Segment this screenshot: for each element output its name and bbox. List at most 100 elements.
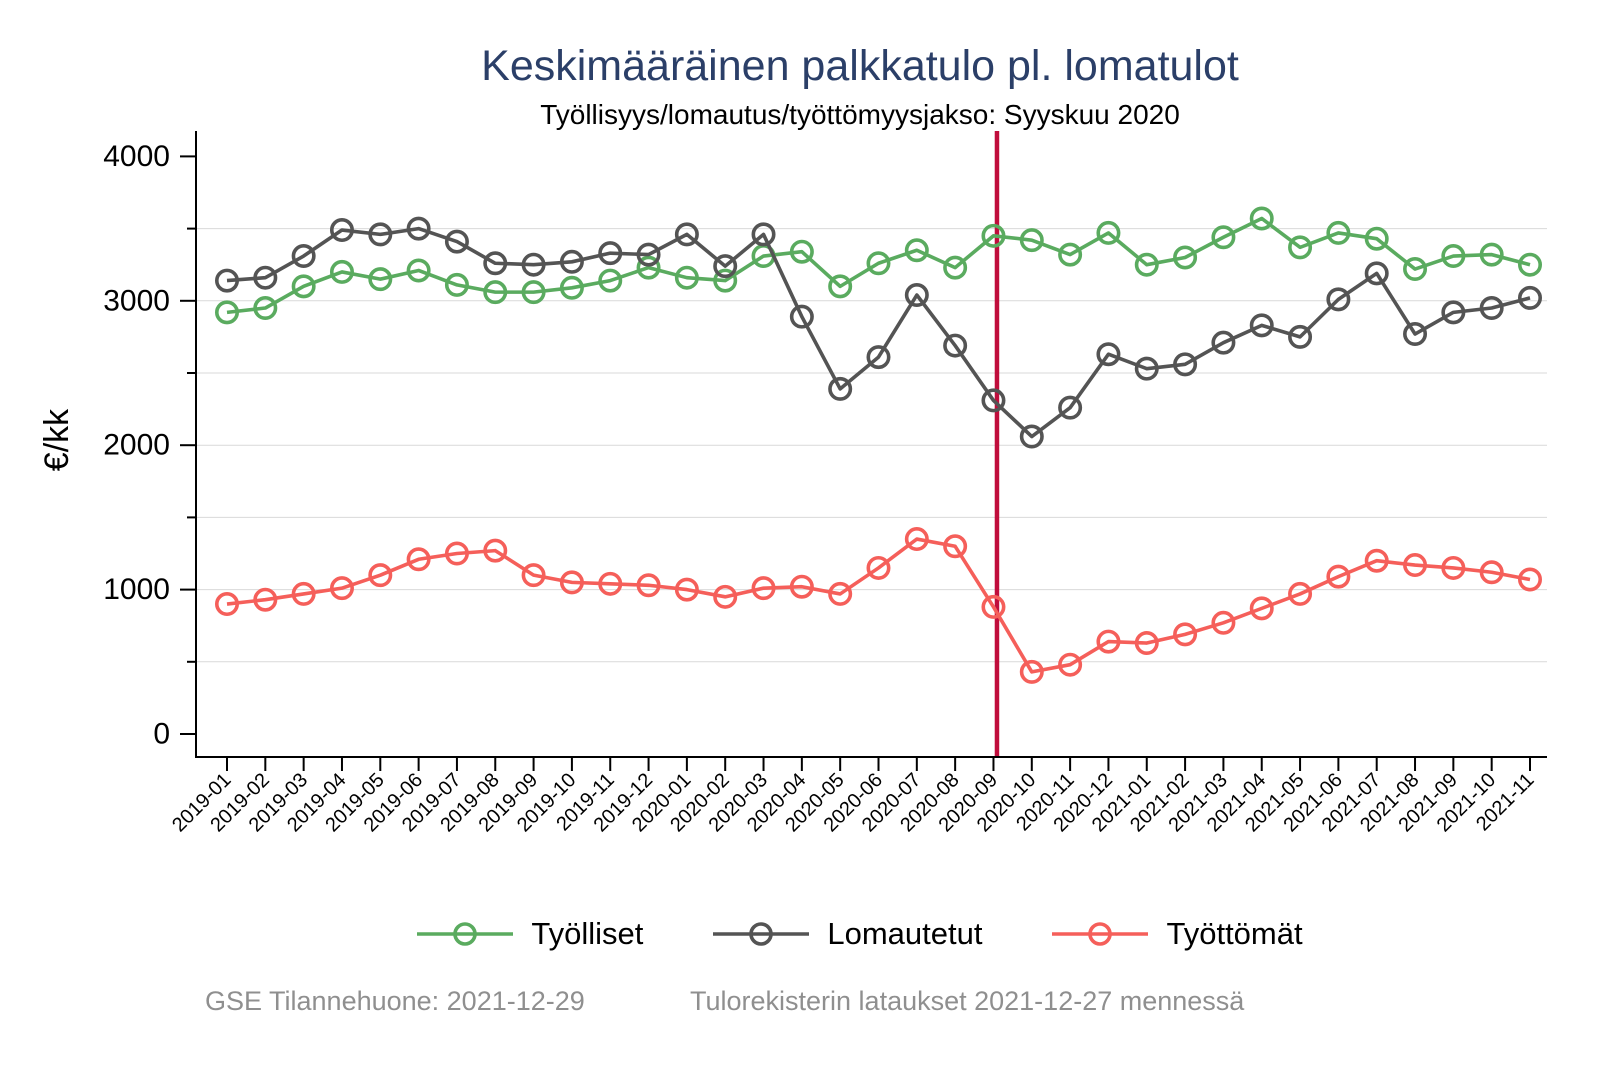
data-point-marker bbox=[1518, 252, 1543, 277]
data-point-marker bbox=[368, 563, 393, 588]
data-point-marker bbox=[253, 296, 278, 321]
plot-area: 0 1000 2000 3000 4000 €/kk 2019-012019-022019-… bbox=[38, 131, 1547, 836]
data-point-marker bbox=[1403, 553, 1428, 578]
legend-swatch-line-circle-icon bbox=[713, 922, 810, 946]
series-lomautetut bbox=[215, 216, 1543, 449]
data-point-marker bbox=[1249, 313, 1274, 338]
data-point-marker bbox=[674, 222, 699, 247]
data-point-marker bbox=[1211, 610, 1236, 635]
data-point-marker bbox=[598, 571, 623, 596]
data-point-marker bbox=[559, 570, 584, 595]
data-point-marker bbox=[1096, 220, 1121, 245]
y-axis-ticks: 0 1000 2000 3000 4000 bbox=[103, 140, 196, 751]
series-työlliset bbox=[215, 206, 1543, 325]
data-point-marker bbox=[1326, 564, 1351, 589]
data-point-marker bbox=[1326, 287, 1351, 312]
y-tick-label: 1000 bbox=[103, 573, 170, 606]
data-point-marker bbox=[521, 563, 546, 588]
data-point-marker bbox=[636, 255, 661, 280]
legend-entry-tyolliset: Työlliset bbox=[417, 916, 643, 952]
data-point-marker bbox=[1134, 356, 1159, 381]
data-point-marker bbox=[713, 254, 738, 279]
footer-note-left: GSE Tilannehuone: 2021-12-29 bbox=[205, 986, 585, 1016]
data-point-marker bbox=[1403, 257, 1428, 282]
y-tick-label: 3000 bbox=[103, 284, 170, 317]
data-point-marker bbox=[1058, 652, 1083, 677]
data-point-marker bbox=[1441, 244, 1466, 269]
data-point-marker bbox=[1288, 235, 1313, 260]
data-point-marker bbox=[904, 527, 929, 552]
x-axis-ticks: 2019-012019-022019-032019-042019-052019-… bbox=[168, 757, 1539, 836]
data-point-marker bbox=[253, 265, 278, 290]
legend-label: Työlliset bbox=[531, 916, 644, 951]
footer: GSE Tilannehuone: 2021-12-29 Tulorekiste… bbox=[0, 986, 1600, 1020]
data-point-marker bbox=[329, 576, 354, 601]
data-point-marker bbox=[1441, 555, 1466, 580]
chart-title: Keskimääräinen palkkatulo pl. lomatulot bbox=[481, 42, 1239, 90]
data-point-marker bbox=[1288, 581, 1313, 606]
data-point-marker bbox=[1364, 548, 1389, 573]
data-point-marker bbox=[444, 541, 469, 566]
data-point-marker bbox=[521, 252, 546, 277]
series-työttömät bbox=[215, 527, 1543, 684]
legend-circle-icon bbox=[1088, 922, 1113, 946]
data-point-marker bbox=[1019, 228, 1044, 253]
data-point-marker bbox=[406, 258, 431, 283]
data-point-marker bbox=[636, 242, 661, 267]
legend-swatch-line-circle-icon bbox=[1052, 922, 1149, 946]
legend-circle-icon bbox=[453, 922, 478, 946]
data-point-marker bbox=[598, 268, 623, 293]
data-point-marker bbox=[215, 300, 240, 325]
data-point-marker bbox=[751, 222, 776, 247]
data-point-marker bbox=[674, 265, 699, 290]
data-point-marker bbox=[521, 280, 546, 305]
data-point-marker bbox=[444, 229, 469, 254]
legend-entry-tyottomat: Työttömät bbox=[1052, 916, 1303, 952]
data-point-marker bbox=[866, 345, 891, 370]
data-point-marker bbox=[1364, 226, 1389, 251]
data-point-marker bbox=[368, 222, 393, 247]
legend-label: Työttömät bbox=[1166, 916, 1303, 951]
data-point-marker bbox=[904, 238, 929, 263]
data-point-marker bbox=[1058, 395, 1083, 420]
data-point-marker bbox=[1134, 252, 1159, 277]
data-point-marker bbox=[215, 592, 240, 617]
data-point-marker bbox=[329, 218, 354, 243]
y-axis-title: €/kk bbox=[38, 408, 76, 471]
data-point-marker bbox=[1173, 622, 1198, 647]
data-point-marker bbox=[483, 538, 508, 563]
data-point-marker bbox=[1211, 225, 1236, 250]
data-point-marker bbox=[828, 581, 853, 606]
data-point-marker bbox=[943, 534, 968, 559]
data-point-marker bbox=[1479, 242, 1504, 267]
data-point-marker bbox=[943, 333, 968, 358]
data-point-marker bbox=[636, 573, 661, 598]
legend-circle-icon bbox=[749, 922, 774, 946]
data-point-marker bbox=[291, 274, 316, 299]
data-point-marker bbox=[866, 555, 891, 580]
data-point-marker bbox=[1403, 322, 1428, 347]
legend-label: Lomautetut bbox=[827, 916, 983, 951]
data-point-marker bbox=[1019, 424, 1044, 449]
data-point-marker bbox=[1096, 342, 1121, 367]
data-point-marker bbox=[559, 275, 584, 300]
chart-subtitle: Työllisyys/lomautus/työttömyysjakso: Syy… bbox=[540, 99, 1180, 130]
series-line bbox=[226, 226, 1531, 439]
data-point-marker bbox=[751, 576, 776, 601]
data-point-marker bbox=[1249, 206, 1274, 231]
data-point-marker bbox=[1249, 596, 1274, 621]
data-point-marker bbox=[291, 581, 316, 606]
data-point-marker bbox=[483, 280, 508, 305]
data-point-marker bbox=[1134, 631, 1159, 656]
data-point-marker bbox=[329, 259, 354, 284]
data-point-marker bbox=[1173, 245, 1198, 270]
data-point-marker bbox=[866, 251, 891, 276]
data-point-marker bbox=[406, 216, 431, 241]
data-point-marker bbox=[1019, 659, 1044, 684]
data-point-marker bbox=[713, 268, 738, 293]
data-point-marker bbox=[444, 272, 469, 297]
data-point-marker bbox=[291, 244, 316, 269]
y-tick-label: 2000 bbox=[103, 429, 170, 462]
data-point-marker bbox=[598, 241, 623, 266]
